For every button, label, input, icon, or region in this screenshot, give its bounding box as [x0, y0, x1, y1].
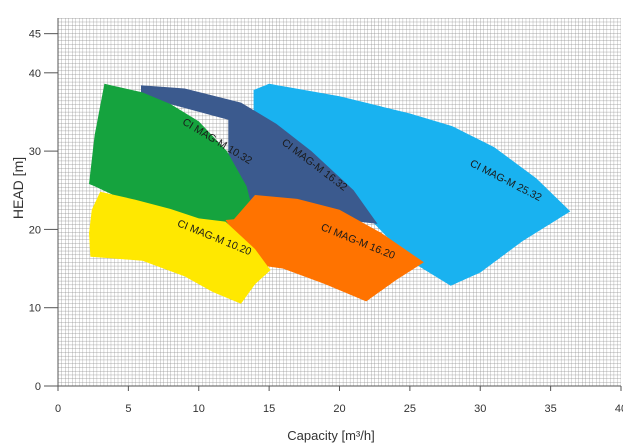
region-ci-mag-m-16-32: [141, 85, 378, 226]
x-axis-ticks: 0 5 10 15 20 25 30 35 40: [55, 386, 623, 415]
region-ci-mag-m-25-32: [253, 83, 571, 286]
performance-regions: [89, 83, 571, 304]
x-tick-label: 30: [474, 403, 486, 415]
region-ci-mag-m-10-32: [89, 83, 254, 226]
y-tick-label: 40: [29, 68, 41, 80]
x-tick-label: 25: [404, 403, 416, 415]
x-tick-label: 35: [545, 403, 557, 415]
x-tick-label: 5: [125, 403, 131, 415]
y-tick-label: 45: [29, 29, 41, 41]
x-tick-label: 40: [615, 403, 623, 415]
x-tick-label: 10: [193, 403, 205, 415]
y-tick-label: 10: [29, 303, 41, 315]
x-tick-label: 15: [263, 403, 275, 415]
y-tick-label: 30: [29, 146, 41, 158]
y-axis-ticks: 0 10 20 30 40 45: [29, 29, 58, 393]
region-ci-mag-m-10-20: [89, 191, 271, 304]
y-tick-label: 20: [29, 224, 41, 236]
region-ci-mag-m-16-20: [225, 195, 424, 302]
x-tick-label: 20: [333, 403, 345, 415]
x-tick-label: 0: [55, 403, 61, 415]
y-tick-label: 0: [35, 381, 41, 393]
y-axis-title: HEAD [m]: [10, 157, 26, 219]
x-axis-title: Capacity [m³/h]: [287, 428, 374, 443]
